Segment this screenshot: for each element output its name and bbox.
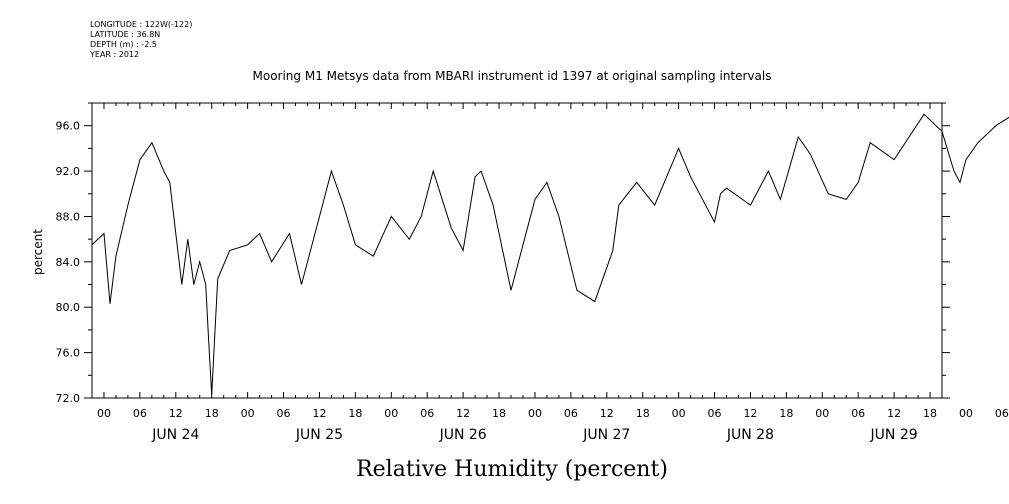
x-tick-label: 06 [277, 407, 291, 420]
day-label: JUN 24 [151, 427, 199, 443]
x-tick-label: 00 [241, 407, 255, 420]
metadata-depth: DEPTH (m) : -2.5 [90, 40, 157, 49]
x-tick-label: 00 [959, 407, 973, 420]
x-tick-label: 18 [348, 407, 362, 420]
x-tick-label: 18 [492, 407, 506, 420]
x-tick-label: 00 [672, 407, 686, 420]
x-tick-label: 18 [923, 407, 937, 420]
x-tick-label: 06 [708, 407, 722, 420]
x-tick-label: 06 [995, 407, 1009, 420]
x-tick-label: 06 [420, 407, 434, 420]
x-tick-label: 18 [779, 407, 793, 420]
day-label: JUN 28 [726, 427, 774, 443]
x-tick-label: 00 [815, 407, 829, 420]
x-tick-label: 00 [528, 407, 542, 420]
y-axis-label: percent [31, 229, 45, 275]
day-label: JUN 25 [295, 427, 343, 443]
x-tick-label: 12 [887, 407, 901, 420]
x-axis-label: Relative Humidity (percent) [356, 457, 668, 482]
y-tick-label: 72.0 [56, 392, 81, 405]
metadata-longitude: LONGITUDE : 122W(-122) [90, 20, 193, 29]
x-tick-label: 12 [600, 407, 614, 420]
x-tick-label: 18 [636, 407, 650, 420]
x-tick-label: 00 [384, 407, 398, 420]
x-tick-label: 12 [456, 407, 470, 420]
y-tick-label: 76.0 [56, 347, 81, 360]
metadata-year: YEAR : 2012 [90, 50, 140, 59]
y-tick-label: 80.0 [56, 301, 81, 314]
day-label: JUN 29 [870, 427, 918, 443]
humidity-line [91, 113, 1009, 395]
y-tick-label: 96.0 [56, 120, 81, 133]
x-tick-label: 06 [851, 407, 865, 420]
x-tick-label: 18 [205, 407, 219, 420]
metadata-block: LONGITUDE : 122W(-122) LATITUDE : 36.8N … [90, 20, 192, 60]
x-tick-label: 12 [312, 407, 326, 420]
y-tick-label: 84.0 [56, 256, 81, 269]
chart-title: Mooring M1 Metsys data from MBARI instru… [253, 69, 772, 83]
day-label: JUN 27 [582, 427, 630, 443]
x-tick-labels: 00 06 12 18 00 06 12 18 00 06 12 18 00 06 12 18 00 06 12 18… [97, 407, 1009, 420]
x-tick-label: 12 [169, 407, 183, 420]
x-tick-label: 06 [133, 407, 147, 420]
metadata-latitude: LATITUDE : 36.8N [90, 30, 161, 39]
x-tick-label: 00 [97, 407, 111, 420]
x-tick-label: 06 [564, 407, 578, 420]
y-tick-label: 92.0 [56, 165, 81, 178]
y-tick-labels: 72.0 76.0 80.0 84.0 88.0 92.0 96.0 [56, 120, 81, 405]
x-tick-label: 12 [743, 407, 757, 420]
y-tick-label: 88.0 [56, 210, 81, 223]
day-label: JUN 26 [439, 427, 487, 443]
plot-frame [91, 102, 943, 399]
